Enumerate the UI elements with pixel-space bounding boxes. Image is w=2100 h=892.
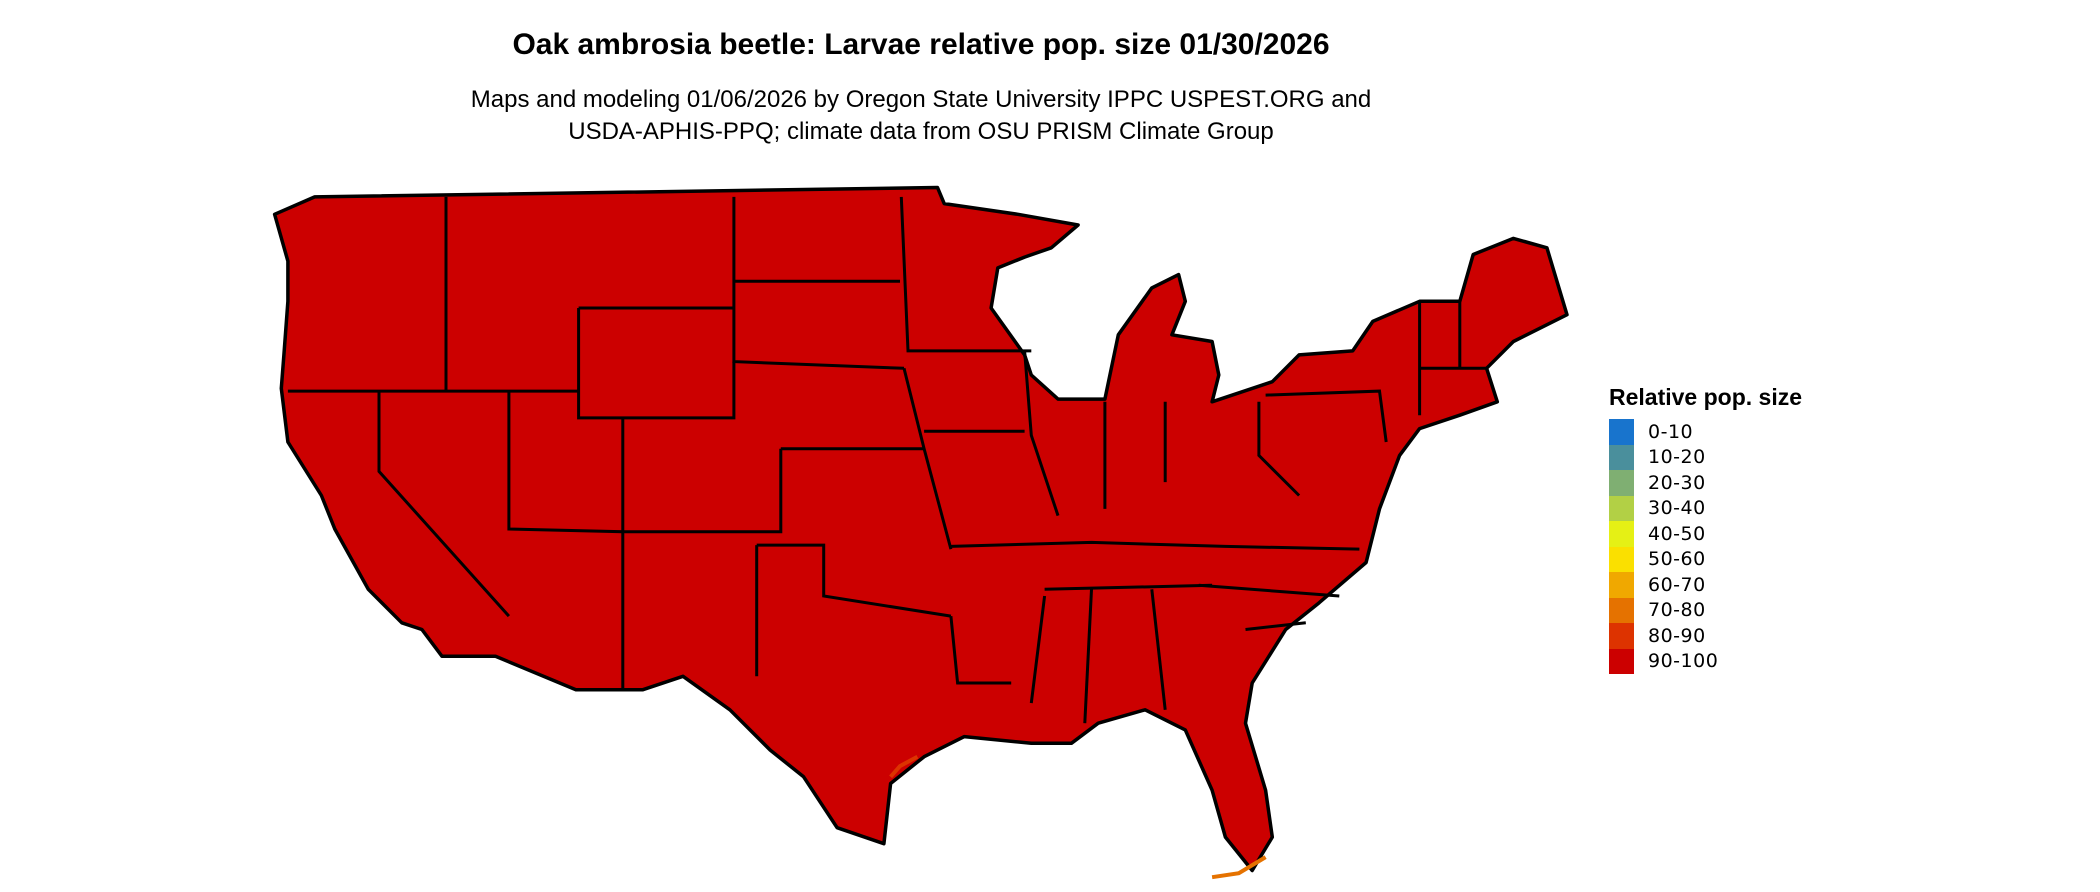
legend-swatch xyxy=(1609,470,1634,496)
map-subtitle: Maps and modeling 01/06/2026 by Oregon S… xyxy=(0,84,1842,148)
state-border xyxy=(1265,389,1388,443)
legend-label: 90-100 xyxy=(1648,650,1719,673)
state-border xyxy=(899,196,1032,353)
state-border xyxy=(732,196,905,370)
legend-label: 10-20 xyxy=(1648,446,1706,469)
subtitle-line-2: USDA-APHIS-PPQ; climate data from OSU PR… xyxy=(568,118,1274,145)
state-border xyxy=(949,615,1012,685)
legend-label: 40-50 xyxy=(1648,522,1706,545)
legend-label: 0-10 xyxy=(1648,420,1694,443)
state-border xyxy=(950,540,1360,551)
legend-label: 80-90 xyxy=(1648,624,1706,647)
legend-swatch xyxy=(1609,521,1634,547)
subtitle-line-1: Maps and modeling 01/06/2026 by Oregon S… xyxy=(470,86,1372,113)
legend-label: 50-60 xyxy=(1648,548,1706,571)
state-border xyxy=(1257,401,1301,497)
legend-item: 60-70 xyxy=(1609,572,1802,598)
legend-label: 70-80 xyxy=(1648,599,1706,622)
coastal-accent xyxy=(1211,855,1267,880)
legend-swatch xyxy=(1609,546,1634,572)
legend-item: 0-10 xyxy=(1609,419,1802,445)
state-border xyxy=(756,543,952,618)
state-border xyxy=(1044,583,1213,591)
state-border xyxy=(1198,583,1340,598)
legend-item: 20-30 xyxy=(1609,470,1802,496)
us-outline xyxy=(272,185,1569,873)
legend-swatch xyxy=(1609,419,1634,445)
legend: Relative pop. size 0-10 10-20 20-30 30-40 40… xyxy=(1609,384,1802,674)
legend-label: 60-70 xyxy=(1648,573,1706,596)
state-border xyxy=(377,391,511,618)
state-border xyxy=(1029,595,1047,704)
state-border xyxy=(1245,621,1306,631)
legend-item: 50-60 xyxy=(1609,546,1802,572)
legend-swatch xyxy=(1609,444,1634,470)
legend-item: 10-20 xyxy=(1609,444,1802,470)
legend-title: Relative pop. size xyxy=(1609,384,1803,410)
coastal-accents xyxy=(889,754,1267,880)
legend-label: 30-40 xyxy=(1648,497,1706,520)
state-border xyxy=(1023,350,1060,517)
legend-swatch xyxy=(1609,572,1634,598)
legend-swatch xyxy=(1609,495,1634,521)
state-borders xyxy=(287,196,1487,724)
map-title: Oak ambrosia beetle: Larvae relative pop… xyxy=(512,28,1330,61)
legend-item: 70-80 xyxy=(1609,597,1802,623)
legend-label: 20-30 xyxy=(1648,471,1706,494)
state-border xyxy=(1083,589,1093,724)
legend-item: 30-40 xyxy=(1609,495,1802,521)
coastal-accent xyxy=(889,754,919,779)
state-border xyxy=(621,417,783,534)
state-border xyxy=(507,391,625,690)
state-border xyxy=(577,308,736,420)
legend-swatch xyxy=(1609,648,1634,674)
legend-swatch xyxy=(1609,623,1634,649)
legend-item: 40-50 xyxy=(1609,521,1802,547)
legend-swatch xyxy=(1609,597,1634,623)
legend-item: 90-100 xyxy=(1609,648,1802,674)
state-border xyxy=(902,367,953,550)
state-border xyxy=(1150,589,1167,710)
legend-item: 80-90 xyxy=(1609,623,1802,649)
